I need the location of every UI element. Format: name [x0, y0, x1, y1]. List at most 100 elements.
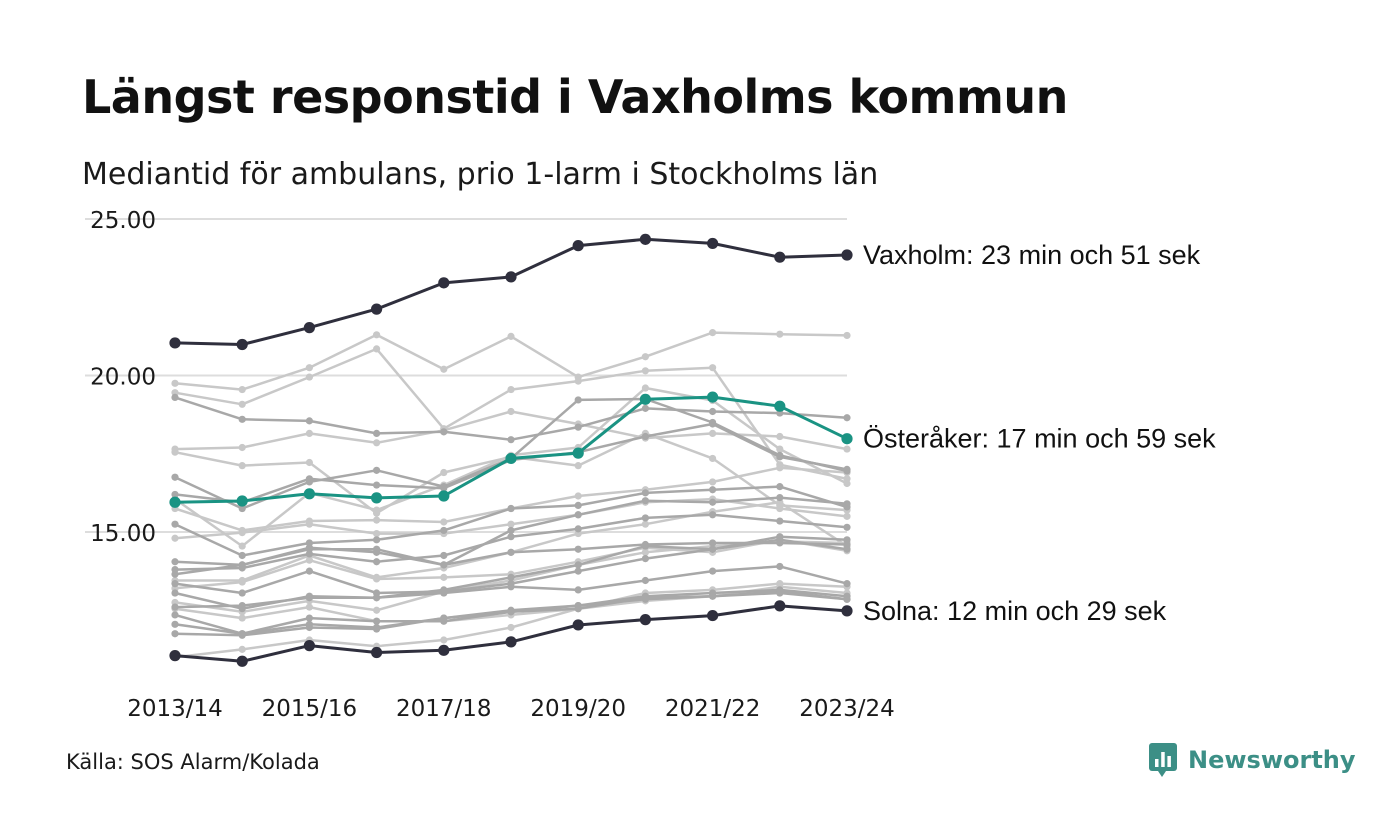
brand-name: Newsworthy — [1188, 746, 1356, 774]
background-series-point — [305, 373, 313, 381]
background-series-point — [507, 573, 515, 581]
background-series-point — [776, 504, 784, 513]
background-series-point — [843, 500, 851, 508]
background-series-point — [843, 414, 851, 422]
highlight-series-point — [639, 614, 652, 626]
highlight-series-point — [572, 447, 584, 459]
background-series-point — [709, 429, 717, 438]
background-series-point — [305, 545, 313, 553]
highlight-series-point — [438, 490, 450, 502]
background-series-point — [641, 353, 650, 361]
background-series-point — [776, 453, 784, 461]
background-series-point — [373, 439, 381, 447]
background-series-point — [305, 614, 313, 622]
background-series-point — [843, 465, 851, 473]
highlight-series-point — [236, 655, 248, 667]
background-series-point — [373, 606, 381, 614]
background-series-point — [373, 575, 381, 583]
background-series-point — [440, 614, 448, 622]
background-series-point — [641, 576, 650, 585]
background-series-point — [776, 483, 784, 491]
background-series-point — [238, 589, 246, 597]
background-series-point — [843, 595, 851, 603]
background-series-point — [776, 589, 784, 597]
background-series-point — [373, 594, 381, 602]
background-series-point — [305, 623, 313, 632]
background-series-point — [507, 608, 515, 616]
background-series-point — [171, 520, 179, 528]
y-tick-label: 20.00 — [90, 365, 156, 391]
background-series-point — [373, 536, 381, 544]
highlight-series-point — [639, 393, 652, 405]
background-series-point — [373, 529, 381, 538]
background-series-point — [507, 436, 515, 444]
background-series-point — [171, 393, 179, 402]
highlight-series-point — [505, 636, 517, 648]
background-series-point — [440, 636, 448, 644]
highlight-series-point — [505, 271, 517, 283]
background-series-point — [171, 534, 179, 542]
background-series-point — [373, 331, 381, 339]
highlight-series-point — [169, 650, 181, 662]
background-series-point — [574, 545, 582, 553]
background-series-point — [440, 573, 448, 581]
highlight-series-point — [572, 240, 584, 252]
background-series-point — [171, 611, 179, 619]
highlight-series-line — [173, 237, 849, 346]
background-series-point — [641, 514, 650, 522]
background-series-point — [507, 623, 515, 632]
background-series-point — [709, 545, 717, 553]
background-series-point — [641, 432, 650, 441]
background-series-point — [305, 458, 313, 467]
background-series-point — [574, 396, 582, 404]
background-series-point — [507, 583, 515, 591]
background-series-point — [843, 479, 851, 488]
y-tick-label: 25.00 — [90, 208, 156, 234]
background-series-point — [843, 512, 851, 520]
background-series-point — [238, 645, 246, 653]
background-series-point — [171, 448, 179, 456]
background-series-point — [238, 614, 246, 622]
background-series-point — [574, 511, 582, 519]
background-series-point — [305, 594, 313, 602]
background-series-point — [507, 520, 515, 528]
background-series-point — [776, 517, 784, 525]
highlight-series-point — [707, 237, 719, 250]
background-series-point — [574, 423, 582, 431]
background-series-point — [709, 498, 717, 506]
background-series-point — [843, 536, 851, 544]
highlight-series-point — [841, 249, 853, 261]
highlight-series-point — [572, 619, 584, 631]
background-series-point — [373, 466, 381, 474]
background-series-point — [641, 384, 650, 392]
background-series-point — [843, 445, 851, 453]
highlight-series-point — [639, 233, 652, 245]
background-series-point — [574, 525, 582, 533]
background-series-point — [171, 589, 179, 597]
background-series-point — [843, 580, 851, 588]
background-series-point — [574, 462, 582, 470]
highlight-series-point — [169, 496, 181, 508]
background-series-point — [238, 504, 246, 513]
background-series-point — [641, 404, 650, 412]
x-tick-label: 2015/16 — [262, 696, 358, 722]
background-series-point — [440, 551, 448, 560]
x-tick-label: 2017/18 — [396, 696, 492, 722]
background-series-point — [238, 561, 246, 569]
background-series-point — [641, 594, 650, 602]
background-series-point — [171, 570, 179, 578]
background-series-point — [305, 417, 313, 425]
background-series-point — [776, 562, 784, 571]
background-series-point — [843, 523, 851, 531]
background-series-point — [440, 561, 448, 569]
background-series-point — [238, 462, 246, 470]
highlight-series-point — [707, 609, 719, 622]
highlight-series-point — [236, 338, 248, 351]
background-series-point — [574, 561, 582, 569]
highlight-series-point — [371, 303, 383, 315]
background-series-point — [776, 432, 784, 441]
background-series-point — [440, 428, 448, 436]
series-end-label: Österåker: 17 min och 59 sek — [863, 424, 1216, 454]
newsworthy-logo-icon — [1149, 743, 1177, 777]
background-series-point — [574, 501, 582, 509]
